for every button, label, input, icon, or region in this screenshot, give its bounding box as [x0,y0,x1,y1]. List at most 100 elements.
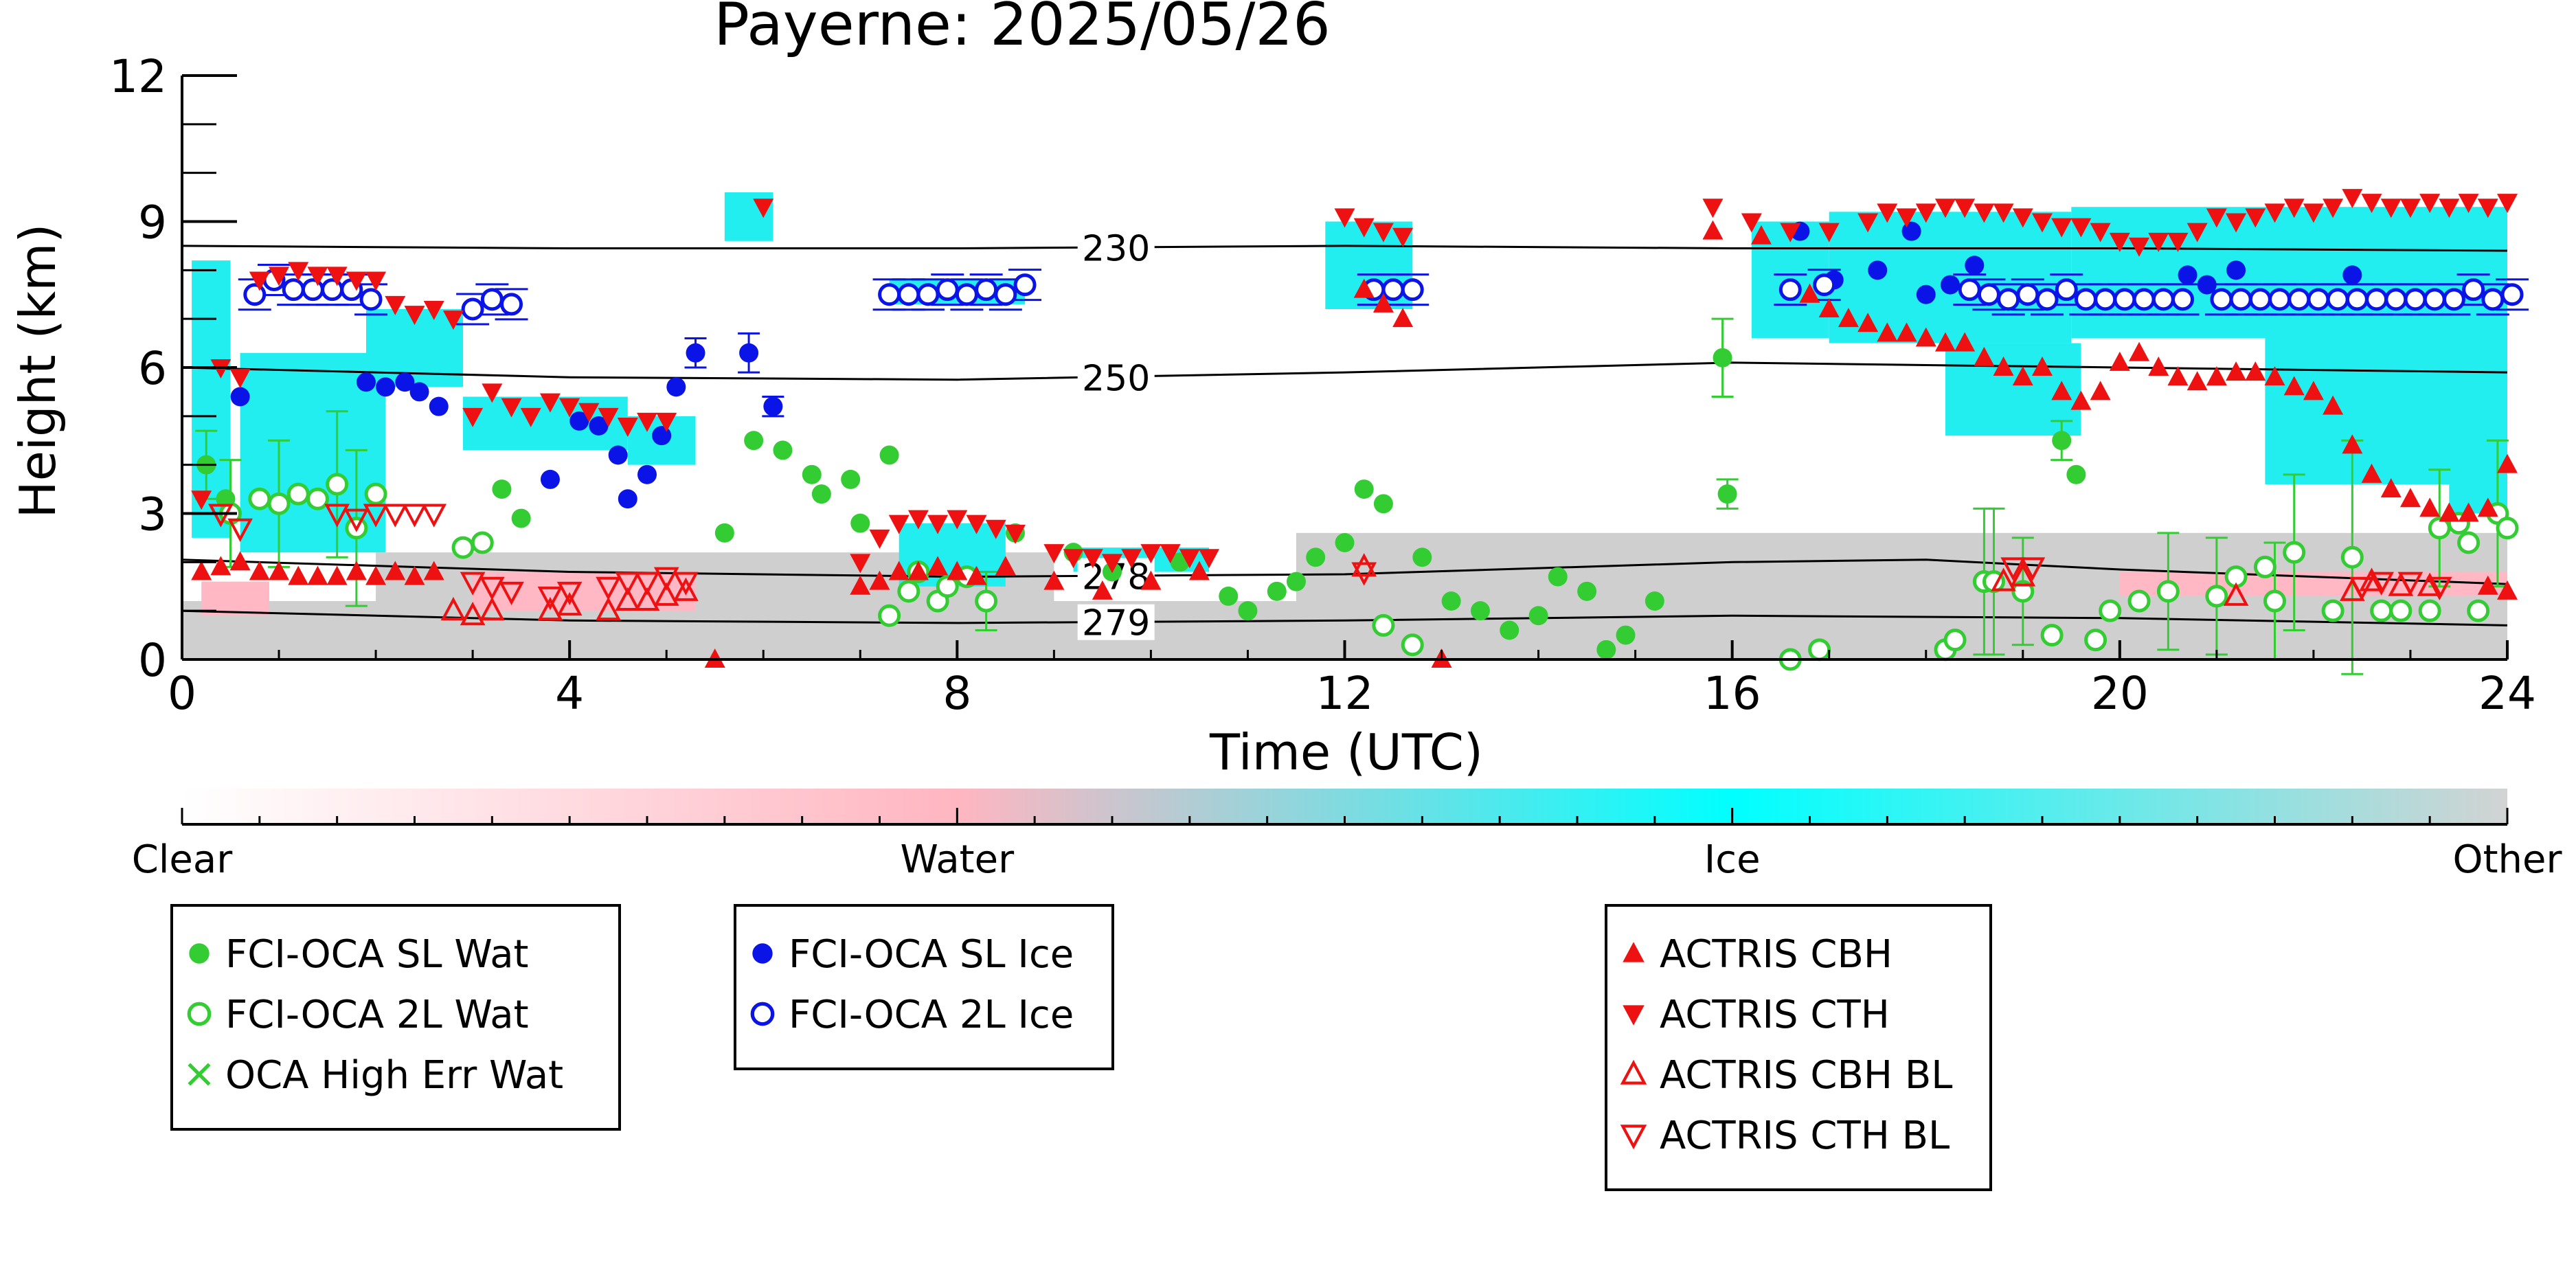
data-point-fci-oca-2l-wat [267,492,291,515]
data-point-fci-oca-2l-wat [451,536,475,559]
data-point-actris-cth [229,369,251,389]
data-point-actris-cbh [288,565,309,585]
data-point-fci-oca-2l-wat [286,482,310,506]
data-point-actris-cth [2477,199,2498,218]
data-point-fci-oca-sl-wat [1528,606,1548,626]
data-point-fci-oca-2l-wat [306,487,329,510]
data-point-actris-cbh-bl [440,596,466,621]
data-point-fci-oca-sl-ice [589,416,609,436]
data-point-actris-cth [1896,208,1917,228]
y-tick-label: 9 [138,196,167,249]
data-point-fci-oca-sl-ice [2342,265,2362,285]
data-point-fci-oca-sl-wat [1373,494,1393,514]
data-point-fci-oca-2l-ice [2055,278,2078,302]
data-point-actris-cth [1199,549,1220,569]
data-point-fci-oca-2l-wat [897,580,920,603]
data-point-actris-cbh [385,561,406,580]
data-point-fci-oca-2l-wat [471,531,494,554]
data-point-fci-oca-2l-wat [2467,599,2490,622]
data-point-fci-oca-2l-ice [282,278,305,302]
data-point-actris-cth-bl [634,572,660,596]
data-point-fci-oca-2l-wat [248,487,271,510]
data-point-fci-oca-2l-ice [2074,288,2097,311]
data-point-actris-cth [1102,554,1122,574]
data-point-actris-cbh-bl [2010,563,2036,587]
data-point-fci-oca-2l-wat [326,473,349,496]
data-point-actris-cbh-bl [596,596,621,621]
data-point-fci-oca-sl-wat [1577,581,1597,601]
data-point-fci-oca-sl-wat [714,523,734,543]
data-point-actris-cth [617,418,638,437]
data-point-actris-cth [1915,203,1936,223]
data-point-actris-cbh [2206,366,2227,386]
data-point-fci-oca-2l-ice [2384,288,2408,311]
data-point-fci-oca-sl-wat [1267,581,1287,601]
data-point-actris-cth [1954,199,1976,218]
data-point-fci-oca-sl-ice [569,411,589,431]
ice-mask-region [2071,207,2507,339]
data-point-actris-cbh [2245,361,2266,381]
data-point-fci-oca-sl-ice [356,372,376,392]
data-point-fci-oca-2l-ice [2442,288,2465,311]
data-point-fci-oca-2l-wat [975,589,998,613]
data-point-actris-cth [2264,203,2285,223]
data-point-actris-cbh [1702,220,1724,240]
data-point-fci-oca-2l-ice [2481,288,2505,311]
legend-marker [1620,1125,1647,1150]
data-point-fci-oca-sl-ice [1941,275,1961,295]
data-point-fci-oca-2l-ice [2132,288,2156,311]
data-point-actris-cth [1741,213,1762,233]
data-point-actris-cbh [1372,293,1394,313]
data-point-fci-oca-2l-ice [1778,278,1802,302]
data-point-actris-cth-bl [499,581,524,606]
data-point-actris-cbh-bl [2359,567,2384,591]
data-point-fci-oca-2l-ice [1401,278,1424,302]
legend-marker [187,1002,212,1026]
data-point-actris-cbh [2497,580,2518,600]
data-point-fci-oca-sl-ice [395,372,415,392]
data-point-fci-oca-2l-ice [1381,278,1405,302]
data-point-fci-oca-2l-wat [2205,585,2228,608]
data-point-actris-cth [966,515,987,534]
data-point-fci-oca-sl-ice [686,343,705,363]
data-point-fci-oca-sl-ice [1868,260,1888,280]
colorbar-label: Other [2452,837,2562,882]
data-point-fci-oca-sl-ice [637,464,657,484]
data-point-actris-cth [888,515,909,534]
data-point-fci-oca-2l-ice [2500,283,2524,306]
data-point-fci-oca-sl-wat [2052,431,2072,451]
data-point-actris-cth [2458,194,2479,214]
data-point-actris-cth [985,519,1006,539]
data-point-actris-cbh [1750,225,1772,245]
data-point-actris-cbh [191,561,212,580]
legend-label: FCI-OCA SL Ice [789,932,1074,977]
data-point-fci-oca-2l-ice [1997,288,2020,311]
data-point-fci-oca-2l-ice [936,278,959,302]
data-point-fci-oca-sl-wat [879,445,899,465]
data-point-fci-oca-2l-wat [2253,555,2276,578]
data-point-actris-cbh [966,565,987,585]
data-point-actris-cth [404,306,425,326]
data-point-actris-cbh [423,561,444,580]
x-tick-label: 4 [555,667,584,720]
data-point-actris-cth-bl [363,504,389,528]
contour-label: 279 [1082,603,1150,644]
data-point-fci-oca-sl-ice [1901,221,1921,241]
data-point-fci-oca-sl-ice [230,387,250,407]
data-point-actris-cth [2342,189,2363,209]
data-point-fci-oca-sl-wat [1548,567,1568,587]
data-point-fci-oca-sl-ice [2178,265,2197,285]
data-point-actris-cth-bl [556,581,583,606]
contour-label: 250 [1082,358,1150,399]
data-point-actris-cth [1392,227,1414,247]
data-point-actris-cbh [326,565,348,585]
data-point-fci-oca-sl-wat [811,484,831,504]
data-point-fci-oca-sl-wat [1286,572,1306,591]
data-point-actris-cbh [1799,283,1820,303]
data-point-actris-cth [1780,223,1801,242]
data-point-fci-oca-2l-ice [321,278,344,302]
data-point-actris-cbh [1188,561,1210,580]
data-point-fci-oca-sl-wat [1238,601,1258,621]
data-point-actris-cbh [2399,488,2421,508]
data-point-actris-cth [1004,524,1026,544]
